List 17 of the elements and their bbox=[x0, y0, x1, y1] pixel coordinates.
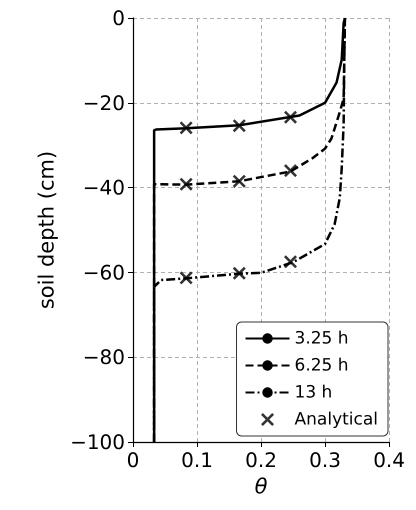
legend-label: 3.25 h bbox=[294, 328, 349, 348]
legend-label: 6.25 h bbox=[294, 356, 349, 376]
legend-label: 13 h bbox=[294, 382, 332, 402]
y-tick-label: −40 bbox=[82, 176, 125, 200]
x-tick-label: 0.3 bbox=[309, 448, 341, 472]
x-tick-label: 0 bbox=[126, 448, 140, 472]
y-tick-label: −20 bbox=[82, 90, 125, 115]
x-tick-label: 0.1 bbox=[181, 448, 213, 472]
y-axis-title: soil depth (cm) bbox=[34, 150, 58, 310]
x-tick-label: 0.4 bbox=[373, 448, 406, 472]
x-axis-title: θ bbox=[254, 474, 268, 498]
legend-label: Analytical bbox=[294, 410, 378, 430]
y-tick-label: −80 bbox=[82, 345, 125, 370]
y-tick-label: −100 bbox=[70, 430, 125, 454]
y-tick-label: 0 bbox=[112, 6, 125, 30]
y-tick-label: −60 bbox=[82, 260, 125, 284]
x-tick-label: 0.2 bbox=[245, 448, 277, 472]
